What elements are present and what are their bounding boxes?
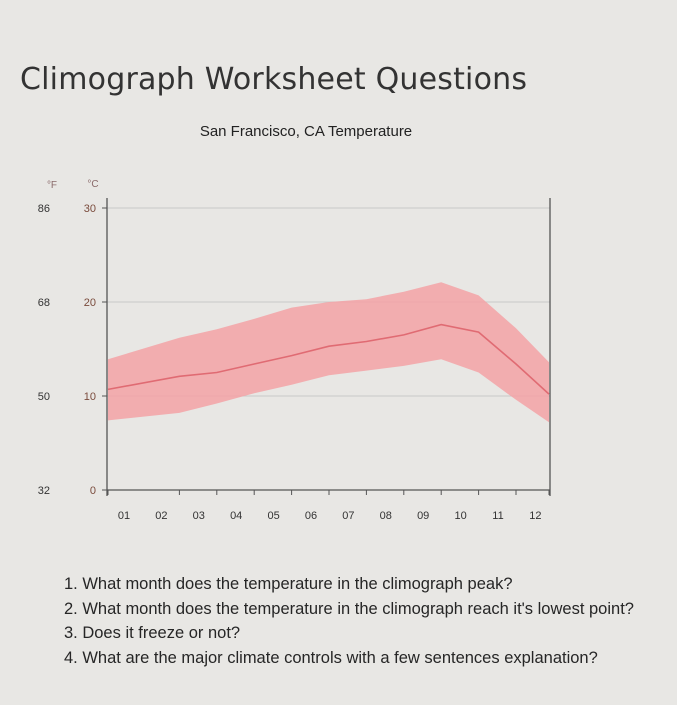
x-tick-label: 03: [193, 510, 205, 522]
y-tick-label-c: 10: [84, 391, 96, 403]
y-tick-label-f: 50: [38, 391, 50, 403]
y-tick-label-c: 0: [90, 485, 96, 497]
x-tick-label: 10: [454, 510, 466, 522]
x-tick-label: 08: [380, 510, 392, 522]
x-tick-label: 09: [417, 510, 429, 522]
question-item: 2. What month does the temperature in th…: [64, 599, 634, 618]
x-tick-label: 04: [230, 510, 242, 522]
question-list: 1. What month does the temperature in th…: [64, 572, 676, 670]
question-item: 1. What month does the temperature in th…: [64, 575, 513, 593]
y-tick-label-c: 20: [84, 297, 96, 309]
mean-temperature-line: [107, 323, 550, 395]
x-tick-label: 07: [342, 510, 354, 522]
x-tick-label: 12: [529, 510, 541, 522]
page-title: Climograph Worksheet Questions: [20, 62, 528, 98]
unit-label-f: °F: [47, 180, 57, 191]
x-tick-label: 06: [305, 510, 317, 522]
question-item: 3. Does it freeze or not?: [64, 624, 241, 642]
y-tick-label-c: 30: [84, 203, 96, 215]
question-item: 4. What are the major climate controls w…: [64, 648, 598, 667]
y-tick-label-f: 86: [38, 203, 50, 215]
x-tick-label: 01: [118, 510, 130, 522]
x-tick-label: 02: [155, 510, 167, 522]
temperature-range-band: [108, 282, 549, 423]
y-tick-label-f: 68: [38, 297, 50, 309]
y-tick-label-f: 32: [38, 485, 50, 497]
x-tick-label: 05: [267, 510, 279, 522]
unit-label-c: °C: [87, 179, 98, 190]
x-tick-label: 11: [492, 510, 503, 522]
chart-title: San Francisco, CA Temperature: [200, 123, 412, 140]
